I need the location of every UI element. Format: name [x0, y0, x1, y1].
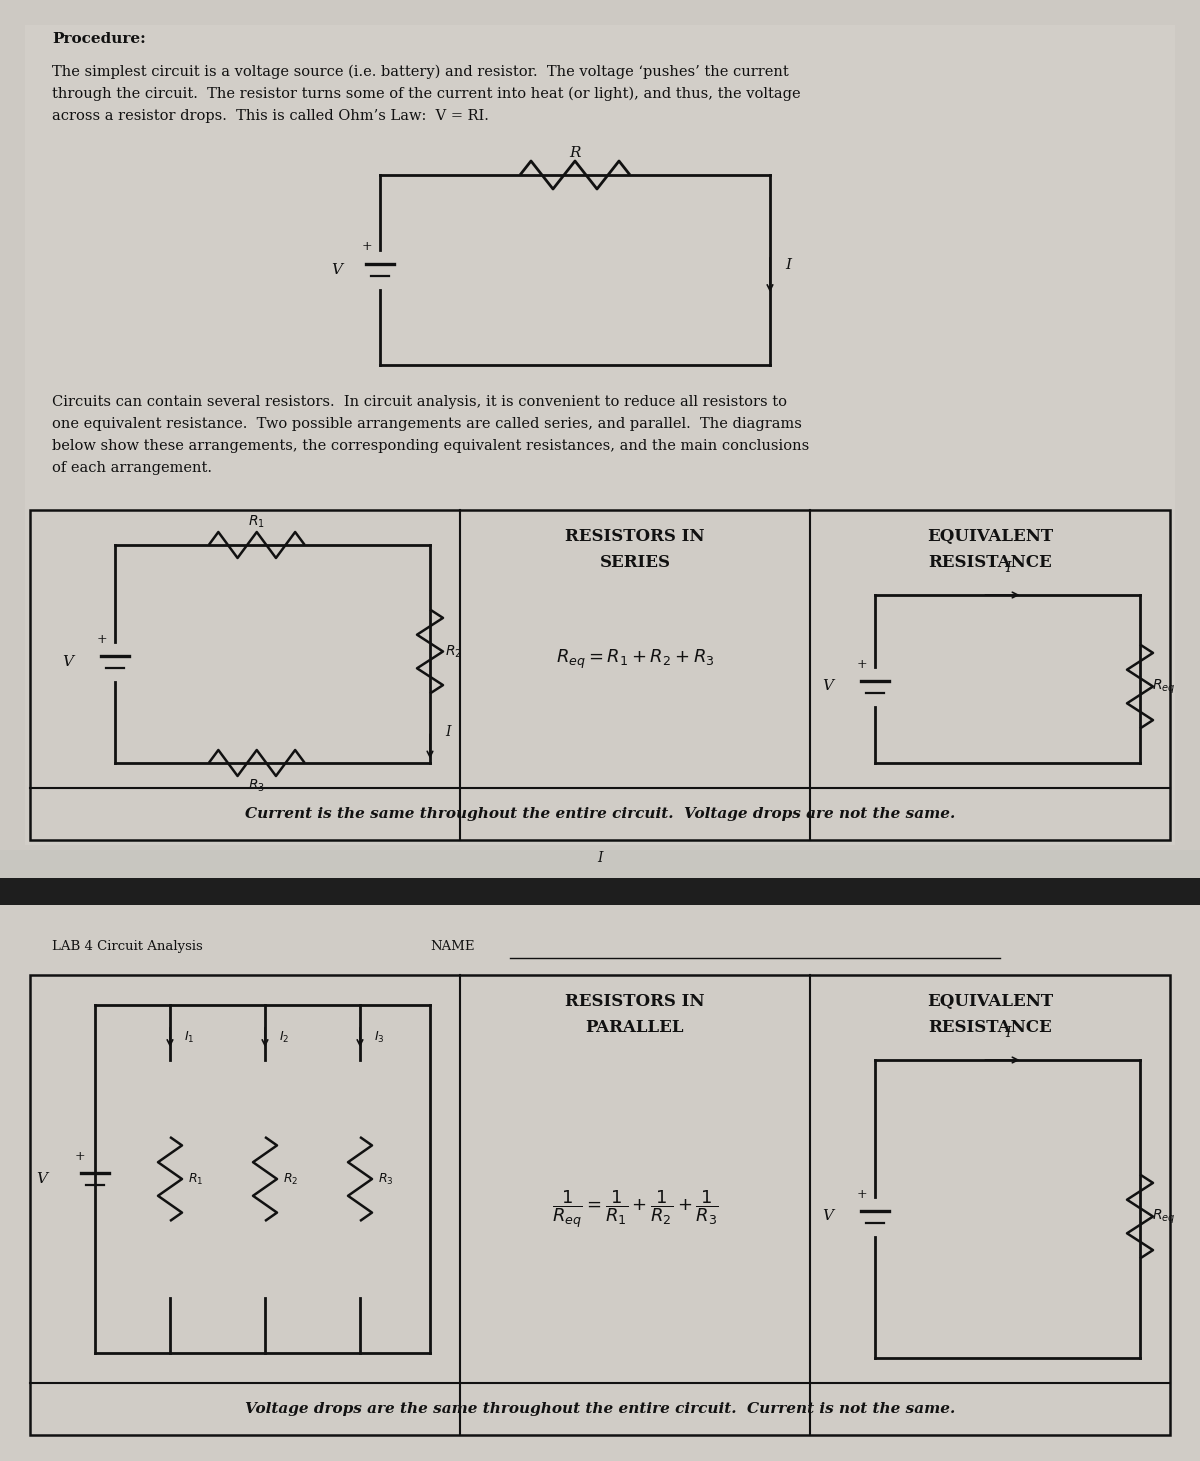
Text: $R_2$: $R_2$ [445, 643, 462, 660]
Text: $R_3$: $R_3$ [248, 779, 265, 795]
Text: V: V [331, 263, 342, 278]
Text: I: I [785, 259, 791, 272]
Text: $\dfrac{1}{R_{eq}} = \dfrac{1}{R_1} + \dfrac{1}{R_2} + \dfrac{1}{R_3}$: $\dfrac{1}{R_{eq}} = \dfrac{1}{R_1} + \d… [552, 1188, 719, 1230]
Text: V: V [62, 655, 73, 669]
Bar [0, 880, 1200, 1461]
Text: I: I [1004, 1026, 1010, 1040]
Text: $R_{eq} = R_1 + R_2 + R_3$: $R_{eq} = R_1 + R_2 + R_3$ [556, 647, 714, 671]
Text: Procedure:: Procedure: [52, 32, 145, 45]
Text: RESISTORS IN: RESISTORS IN [565, 993, 704, 1010]
Text: +: + [97, 633, 108, 646]
Text: RESISTANCE: RESISTANCE [928, 1018, 1052, 1036]
Text: $R_1$: $R_1$ [248, 514, 265, 530]
Text: V: V [36, 1172, 47, 1186]
Text: SERIES: SERIES [600, 554, 671, 571]
Text: Circuits can contain several resistors.  In circuit analysis, it is convenient t: Circuits can contain several resistors. … [52, 394, 787, 409]
Text: across a resistor drops.  This is called Ohm’s Law:  V = RI.: across a resistor drops. This is called … [52, 110, 488, 123]
Text: of each arrangement.: of each arrangement. [52, 462, 212, 475]
Bar [30, 510, 1170, 840]
Text: $I_2$: $I_2$ [278, 1030, 289, 1045]
Text: $I_3$: $I_3$ [374, 1030, 384, 1045]
Text: RESISTANCE: RESISTANCE [928, 554, 1052, 571]
Text: I: I [598, 850, 602, 865]
Text: through the circuit.  The resistor turns some of the current into heat (or light: through the circuit. The resistor turns … [52, 88, 800, 101]
Text: I: I [445, 725, 450, 738]
Text: +: + [857, 1188, 868, 1201]
Text: EQUIVALENT: EQUIVALENT [926, 527, 1054, 545]
Text: $R_2$: $R_2$ [283, 1172, 299, 1186]
Text: $I_1$: $I_1$ [184, 1030, 194, 1045]
Text: V: V [822, 1210, 833, 1223]
Text: R: R [569, 146, 581, 161]
Text: +: + [362, 240, 373, 253]
Text: $R_1$: $R_1$ [188, 1172, 204, 1186]
Text: $R_{eq}$: $R_{eq}$ [1152, 678, 1176, 695]
Text: EQUIVALENT: EQUIVALENT [926, 993, 1054, 1010]
Text: NAME: NAME [430, 939, 474, 953]
Text: $R_3$: $R_3$ [378, 1172, 394, 1186]
Bar [30, 974, 1170, 1435]
Text: $R_{eq}$: $R_{eq}$ [1152, 1207, 1176, 1226]
Bar [0, 878, 1200, 904]
Text: Current is the same throughout the entire circuit.  Voltage drops are not the sa: Current is the same throughout the entir… [245, 806, 955, 821]
Text: Voltage drops are the same throughout the entire circuit.  Current is not the sa: Voltage drops are the same throughout th… [245, 1403, 955, 1416]
Bar [0, 0, 1200, 850]
Text: +: + [74, 1150, 85, 1163]
Text: The simplest circuit is a voltage source (i.e. battery) and resistor.  The volta: The simplest circuit is a voltage source… [52, 64, 788, 79]
Text: +: + [857, 657, 868, 671]
Text: below show these arrangements, the corresponding equivalent resistances, and the: below show these arrangements, the corre… [52, 438, 809, 453]
Text: RESISTORS IN: RESISTORS IN [565, 527, 704, 545]
Text: V: V [822, 679, 833, 694]
Text: LAB 4 Circuit Analysis: LAB 4 Circuit Analysis [52, 939, 203, 953]
Text: one equivalent resistance.  Two possible arrangements are called series, and par: one equivalent resistance. Two possible … [52, 416, 802, 431]
Text: I: I [1004, 561, 1010, 576]
Bar [25, 25, 1175, 844]
Text: PARALLEL: PARALLEL [586, 1018, 684, 1036]
